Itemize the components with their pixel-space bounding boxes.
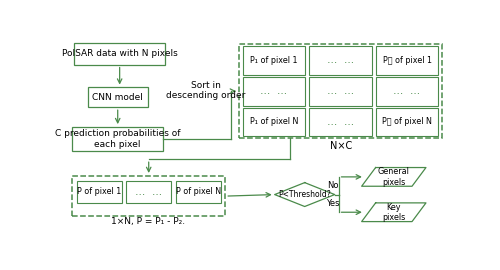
Polygon shape — [274, 183, 334, 207]
FancyBboxPatch shape — [376, 107, 438, 136]
FancyBboxPatch shape — [72, 176, 226, 216]
Text: …  …: … … — [327, 86, 354, 96]
Text: N×C: N×C — [330, 141, 352, 151]
FancyBboxPatch shape — [309, 46, 372, 75]
FancyBboxPatch shape — [74, 43, 165, 65]
Text: Yes: Yes — [326, 200, 340, 208]
Text: CNN model: CNN model — [92, 93, 143, 102]
Text: …  …: … … — [135, 187, 162, 197]
Text: P₁ of pixel 1: P₁ of pixel 1 — [250, 56, 298, 65]
Text: PolSAR data with N pixels: PolSAR data with N pixels — [62, 49, 178, 58]
Text: Sort in
descending order: Sort in descending order — [166, 81, 246, 100]
FancyBboxPatch shape — [77, 181, 122, 203]
Text: 1×N, P = P₁ - P₂.: 1×N, P = P₁ - P₂. — [110, 217, 185, 226]
Text: …  …: … … — [260, 86, 287, 96]
Text: PⲜ of pixel 1: PⲜ of pixel 1 — [382, 56, 432, 65]
FancyBboxPatch shape — [72, 127, 163, 151]
FancyBboxPatch shape — [309, 77, 372, 106]
FancyBboxPatch shape — [88, 87, 148, 107]
Text: C prediction probabilities of
each pixel: C prediction probabilities of each pixel — [55, 129, 180, 149]
FancyBboxPatch shape — [376, 46, 438, 75]
Text: General
pixels: General pixels — [378, 167, 410, 187]
FancyBboxPatch shape — [242, 107, 306, 136]
Text: …  …: … … — [394, 86, 420, 96]
FancyBboxPatch shape — [126, 181, 171, 203]
Text: …  …: … … — [327, 117, 354, 127]
Text: P of pixel 1: P of pixel 1 — [77, 187, 122, 196]
Text: No: No — [327, 181, 338, 190]
FancyBboxPatch shape — [309, 107, 372, 136]
Text: …  …: … … — [327, 55, 354, 65]
Text: P of pixel N: P of pixel N — [176, 187, 221, 196]
Text: Key
pixels: Key pixels — [382, 202, 406, 222]
FancyBboxPatch shape — [242, 46, 306, 75]
Text: P<Threshold?: P<Threshold? — [278, 190, 331, 199]
FancyBboxPatch shape — [242, 77, 306, 106]
FancyBboxPatch shape — [376, 77, 438, 106]
Polygon shape — [362, 203, 426, 222]
FancyBboxPatch shape — [239, 44, 442, 139]
Text: PⲜ of pixel N: PⲜ of pixel N — [382, 117, 432, 126]
Text: P₁ of pixel N: P₁ of pixel N — [250, 117, 298, 126]
Polygon shape — [362, 167, 426, 186]
FancyBboxPatch shape — [176, 181, 220, 203]
